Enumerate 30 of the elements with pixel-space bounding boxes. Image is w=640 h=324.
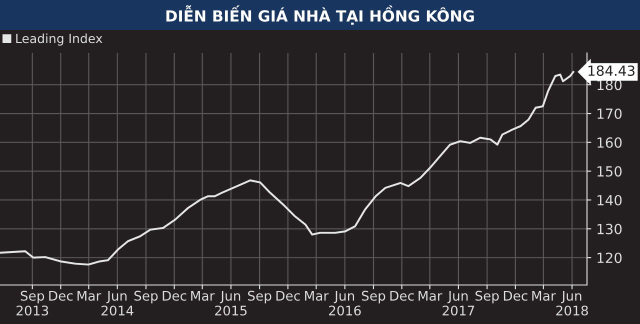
legend-label: Leading Index: [16, 34, 102, 46]
line-series: [0, 70, 574, 266]
y-tick-label: 130: [598, 224, 622, 234]
x-tick-label: Sep: [476, 290, 499, 304]
x-tick-label: Dec: [276, 290, 300, 301]
x-tick-label: Dec: [504, 290, 528, 301]
x-tick-label: Jun 2015: [215, 290, 247, 316]
x-tick-label: Mar: [532, 290, 556, 301]
x-tick-label: Sep: [248, 290, 272, 304]
x-tick-label: Sep: [134, 290, 158, 304]
y-tick-label: 160: [598, 137, 622, 148]
x-tick-label: Dec: [390, 290, 414, 301]
y-tick-label: 150: [598, 166, 622, 177]
y-tick-label: 120: [598, 252, 622, 264]
x-tick-label: Mar: [78, 290, 102, 301]
x-tick-label: Mar: [191, 290, 215, 301]
chart-title: DIỄN BIẾN GIÁ NHÀ TẠI HỒNG KÔNG: [166, 5, 474, 25]
y-tick-label: 140: [598, 194, 622, 206]
x-tick-label: Jun 2014: [102, 290, 134, 316]
x-tick-label: Sep 2013: [16, 290, 48, 316]
x-tick-label: Sep: [362, 290, 386, 304]
x-tick-label: Jun 2018: [556, 290, 588, 316]
x-tick-label: Mar: [305, 290, 329, 301]
x-tick-label: Mar: [418, 290, 442, 301]
annotation: 184.43: [588, 65, 634, 76]
x-tick-label: Dec: [49, 290, 73, 301]
x-tick-label: Dec: [162, 290, 186, 301]
y-tick-label: 170: [598, 108, 622, 119]
x-tick-label: Jun 2017: [442, 290, 474, 316]
x-tick-label: Jun 2016: [329, 290, 361, 316]
